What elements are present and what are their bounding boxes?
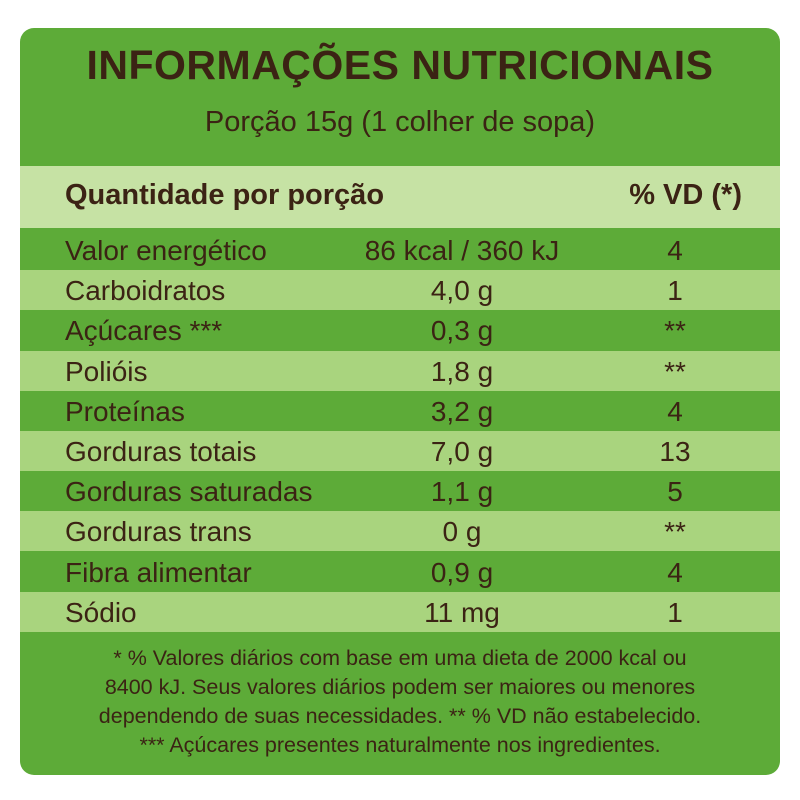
daily-value: 13 xyxy=(659,436,691,467)
table-row: Proteínas 3,2 g 4 xyxy=(20,390,780,431)
table-row: Fibra alimentar 0,9 g 4 xyxy=(20,551,780,592)
table-row: Gorduras totais 7,0 g 13 xyxy=(20,431,780,471)
nutrient: Valor energético xyxy=(65,235,267,266)
amount: 0 g xyxy=(442,516,482,548)
footnote-line: 8400 kJ. Seus valores diários podem ser … xyxy=(104,675,696,699)
table-row: Gorduras trans 0 g ** xyxy=(20,511,780,552)
nutrient: Açúcares *** xyxy=(65,315,223,347)
daily-value: 5 xyxy=(667,476,683,508)
nutrient: Gorduras trans xyxy=(65,516,252,548)
amount: 86 kcal / 360 kJ xyxy=(364,235,560,266)
amount: 0,3 g xyxy=(430,315,494,347)
table-row: Gorduras saturadas 1,1 g 5 xyxy=(20,471,780,512)
daily-value: 1 xyxy=(667,596,683,628)
footnote-line: *** Açúcares presentes naturalmente nos … xyxy=(139,733,661,757)
nutrient: Polióis xyxy=(65,355,148,387)
footnote-line: * % Valores diários com base em uma diet… xyxy=(113,646,687,670)
daily-value: ** xyxy=(664,315,686,347)
daily-value: 1 xyxy=(667,275,683,307)
daily-value: ** xyxy=(664,516,686,548)
table-row: Açúcares *** 0,3 g ** xyxy=(20,310,780,351)
amount: 4,0 g xyxy=(430,275,494,307)
amount: 1,8 g xyxy=(430,355,494,387)
daily-value: 4 xyxy=(667,235,683,266)
amount: 0,9 g xyxy=(430,556,494,588)
amount: 7,0 g xyxy=(430,436,494,467)
footnote-line: dependendo de suas necessidades. ** % VD… xyxy=(98,704,702,728)
column-header: Quantidade por porção xyxy=(65,179,385,211)
amount: 11 mg xyxy=(424,596,500,628)
table-row: Carboidratos 4,0 g 1 xyxy=(20,270,780,311)
table-header: Quantidade por porção % VD (*) xyxy=(20,166,780,228)
table-row: Polióis 1,8 g ** xyxy=(20,350,780,391)
nutrient: Gorduras saturadas xyxy=(65,476,313,508)
footnote: * % Valores diários com base em uma diet… xyxy=(20,644,780,760)
nutrient: Gorduras totais xyxy=(65,436,257,467)
daily-value: 4 xyxy=(667,395,683,427)
column-header: % VD (*) xyxy=(629,179,742,211)
daily-value: ** xyxy=(664,355,686,387)
table-row: Valor energético 86 kcal / 360 kJ 4 xyxy=(20,230,780,270)
nutrition-panel: INFORMAÇÕES NUTRICIONAIS Porção 15g (1 c… xyxy=(20,28,780,775)
amount: 3,2 g xyxy=(430,395,494,427)
daily-value: 4 xyxy=(667,556,683,588)
table-row: Sódio 11 mg 1 xyxy=(20,591,780,632)
title: INFORMAÇÕES NUTRICIONAIS xyxy=(86,42,714,88)
subtitle: Porção 15g (1 colher de sopa) xyxy=(204,106,596,138)
nutrient: Fibra alimentar xyxy=(65,556,252,588)
nutrient: Proteínas xyxy=(65,395,185,427)
nutrient: Carboidratos xyxy=(65,275,226,307)
nutrient: Sódio xyxy=(65,596,137,628)
amount: 1,1 g xyxy=(430,476,494,508)
